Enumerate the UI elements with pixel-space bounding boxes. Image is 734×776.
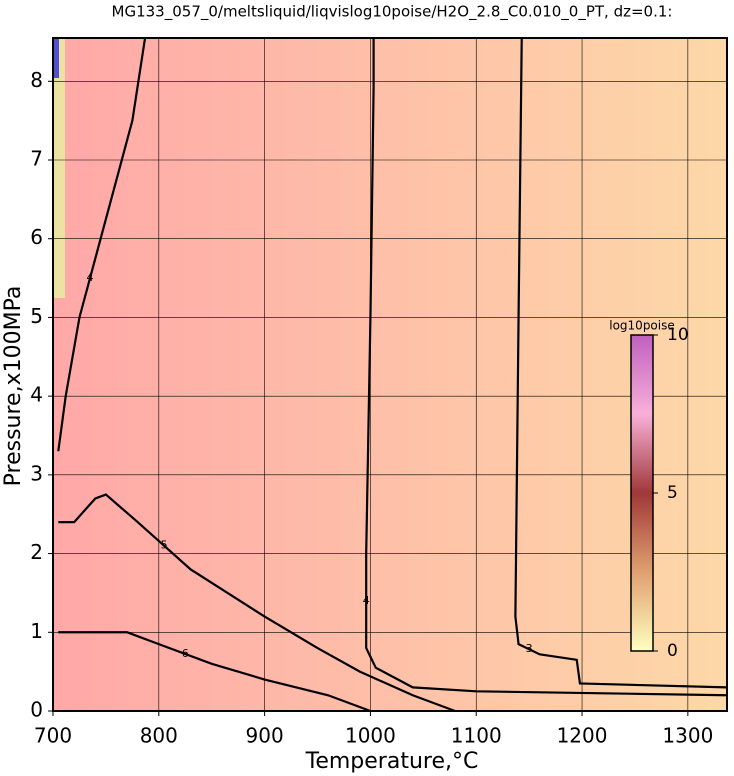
colorbar <box>630 334 654 652</box>
contour-line <box>365 38 728 697</box>
contour-label: 5 <box>161 539 168 552</box>
contour-label: 6 <box>182 647 189 660</box>
x-axis-label: Temperature,°C <box>305 749 479 774</box>
plot-frame <box>52 37 728 712</box>
contour-line <box>57 37 147 452</box>
colorbar-tick-label: 10 <box>667 325 689 345</box>
x-tick-label: 1100 <box>451 724 502 748</box>
y-tick-label: 0 <box>30 698 43 722</box>
x-tick-label: 1200 <box>557 724 608 748</box>
y-axis-label: Pressure,x100MPa <box>1 286 26 487</box>
chart-title: MG133_057_0/meltsliquid/liqvislog10poise… <box>112 3 673 22</box>
x-tick-label: 800 <box>140 724 178 748</box>
contour-line <box>514 37 728 689</box>
y-tick-label: 2 <box>30 540 43 564</box>
colorbar-tick-label: 0 <box>667 641 678 661</box>
y-tick-label: 1 <box>30 619 43 643</box>
contour-label: 4 <box>87 271 94 284</box>
contour-line <box>58 493 456 713</box>
y-tick-label: 8 <box>30 68 43 92</box>
x-tick-label: 700 <box>34 724 72 748</box>
contour-label: 3 <box>526 642 533 655</box>
plot-background <box>53 38 727 711</box>
left-strip <box>53 38 65 298</box>
contour-line <box>58 631 371 713</box>
x-tick-label: 900 <box>246 724 284 748</box>
y-tick-label: 3 <box>30 461 43 485</box>
y-tick-label: 4 <box>30 383 43 407</box>
x-tick-label: 1300 <box>662 724 713 748</box>
colorbar-label: log10poise <box>609 319 675 333</box>
y-tick-label: 5 <box>30 304 43 328</box>
contour-label: 4 <box>363 594 370 607</box>
colorbar-tick-label: 5 <box>667 483 678 503</box>
y-tick-label: 6 <box>30 225 43 249</box>
x-tick-label: 1000 <box>345 724 396 748</box>
y-tick-label: 7 <box>30 147 43 171</box>
blue-corner <box>53 38 59 78</box>
